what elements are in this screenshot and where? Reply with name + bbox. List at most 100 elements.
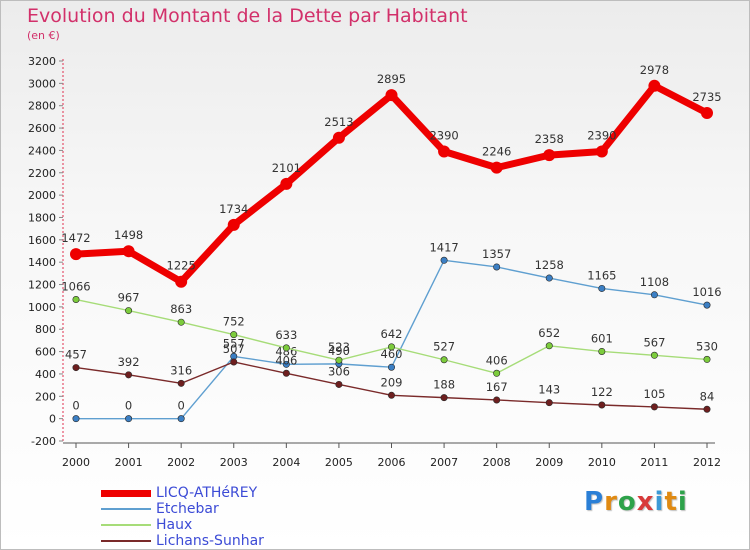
data-point-lichans-sunhar [703,405,711,413]
y-tick-label: 800 [35,323,56,336]
data-point-licq-ath-rey [543,149,556,162]
data-label-licq-ath-rey: 2246 [482,145,511,159]
data-point-licq-ath-rey [227,218,240,231]
data-point-licq-ath-rey [280,177,293,190]
legend-label: Haux [156,517,193,533]
data-label-lichans-sunhar: 306 [328,364,350,378]
data-point-haux [493,369,501,377]
legend-swatch [101,524,151,526]
data-point-lichans-sunhar [282,369,290,377]
data-point-licq-ath-rey [175,275,188,288]
data-label-licq-ath-rey: 2390 [587,129,616,143]
unit-label: (en €) [27,29,60,42]
data-point-haux [545,342,553,350]
data-label-haux: 642 [381,327,403,341]
data-point-licq-ath-rey [438,145,451,158]
data-point-haux [72,296,80,304]
data-label-etchebar: 1417 [429,240,458,254]
data-label-licq-ath-rey: 1225 [167,259,196,273]
data-point-licq-ath-rey [332,131,345,144]
data-label-haux: 527 [433,340,455,354]
y-tick-label: 2600 [28,122,56,135]
data-point-haux [125,307,133,315]
y-tick-label: 0 [49,413,56,426]
x-tick-label: 2008 [483,456,511,469]
chart-title: Evolution du Montant de la Dette par Hab… [27,5,468,27]
data-label-lichans-sunhar: 406 [275,353,297,367]
y-tick-label: 2000 [28,189,56,202]
legend-item-licq-ath-rey: LICQ-ATHéREY [101,485,341,501]
y-tick-label: 1600 [28,234,56,247]
data-label-lichans-sunhar: 316 [170,363,192,377]
data-label-etchebar: 0 [125,399,132,413]
logo-letter: r [604,487,618,517]
y-tick-label: 3200 [28,55,56,68]
legend-label: Etchebar [156,501,219,517]
y-tick-label: 2200 [28,167,56,180]
y-tick-label: 1400 [28,256,56,269]
data-label-haux: 752 [223,315,245,329]
y-tick-label: 3000 [28,77,56,90]
legend-label: LICQ-ATHéREY [156,485,258,501]
data-label-licq-ath-rey: 1734 [219,202,248,216]
data-point-etchebar [440,256,448,264]
data-label-licq-ath-rey: 1472 [61,231,90,245]
data-point-licq-ath-rey [701,106,713,119]
data-point-etchebar [650,291,658,299]
data-label-lichans-sunhar: 392 [118,355,140,369]
y-tick-label: 1200 [28,279,56,292]
data-label-haux: 633 [275,328,297,342]
data-point-lichans-sunhar [650,403,658,411]
data-label-etchebar: 1016 [692,285,721,299]
data-point-etchebar [282,360,290,368]
data-point-etchebar [703,301,711,309]
data-point-haux [440,356,448,364]
data-point-haux [650,351,658,359]
data-label-haux: 567 [643,335,665,349]
y-tick-label: 1000 [28,301,56,314]
data-point-lichans-sunhar [335,380,343,388]
data-label-haux: 406 [486,353,508,367]
data-point-lichans-sunhar [545,399,553,407]
data-point-licq-ath-rey [70,248,82,261]
data-label-etchebar: 1165 [587,268,616,282]
data-point-haux [282,344,290,352]
data-point-licq-ath-rey [490,161,503,174]
proxiti-logo: Proxiti [584,487,688,517]
data-label-etchebar: 460 [381,347,403,361]
x-tick-label: 2012 [693,456,721,469]
x-tick-label: 2003 [220,456,248,469]
data-label-etchebar: 557 [223,336,245,350]
x-tick-label: 2006 [378,456,406,469]
y-tick-label: 400 [35,368,56,381]
data-label-licq-ath-rey: 2978 [640,63,669,77]
logo-letter: o [617,487,637,517]
legend-swatch [101,508,151,510]
legend-swatch [101,540,151,542]
data-label-haux: 601 [591,331,613,345]
data-point-licq-ath-rey [595,145,608,158]
x-tick-label: 2007 [430,456,458,469]
data-point-etchebar [125,415,133,423]
data-point-etchebar [177,415,185,423]
data-label-etchebar: 1258 [535,258,564,272]
legend-item-lichans-sunhar: Lichans-Sunhar [101,533,341,549]
data-point-lichans-sunhar [125,371,133,379]
legend-swatch [101,489,151,497]
logo-letter: i [677,487,688,517]
y-tick-label: 1800 [28,211,56,224]
data-point-lichans-sunhar [230,358,238,366]
data-point-lichans-sunhar [177,379,185,387]
data-label-licq-ath-rey: 2735 [692,90,721,104]
data-label-etchebar: 1108 [640,275,669,289]
data-label-haux: 863 [170,302,192,316]
data-label-etchebar: 0 [178,399,185,413]
data-label-licq-ath-rey: 2513 [324,115,353,129]
data-point-lichans-sunhar [72,364,80,372]
data-point-haux [703,355,711,363]
data-point-etchebar [598,284,606,292]
data-point-haux [387,343,395,351]
data-label-lichans-sunhar: 84 [700,389,715,403]
